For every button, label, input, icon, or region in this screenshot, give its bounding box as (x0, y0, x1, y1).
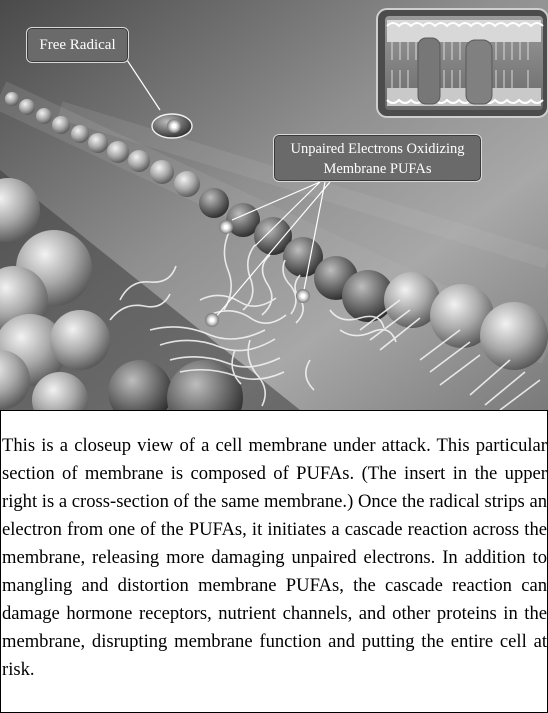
caption-text: This is a closeup view of a cell membran… (2, 435, 547, 680)
unpaired-electrons (205, 220, 310, 327)
membrane-illustration (0, 0, 548, 410)
free-radical-label-text: Free Radical (39, 37, 116, 53)
unpaired-electrons-label: Unpaired Electrons Oxidizing Membrane PU… (273, 134, 482, 182)
lower-lipid-heads (0, 178, 243, 410)
unpaired-electrons-label-line2: Membrane PUFAs (323, 161, 432, 177)
upper-lipid-heads (5, 92, 548, 370)
callout-lines (126, 59, 331, 319)
cross-section-inset (376, 8, 548, 118)
caption-box: This is a closeup view of a cell membran… (0, 410, 548, 713)
lipid-tails (109, 229, 541, 410)
unpaired-electrons-label-line1: Unpaired Electrons Oxidizing (290, 141, 465, 157)
free-radical-label: Free Radical (26, 27, 129, 63)
free-radical (151, 113, 193, 139)
